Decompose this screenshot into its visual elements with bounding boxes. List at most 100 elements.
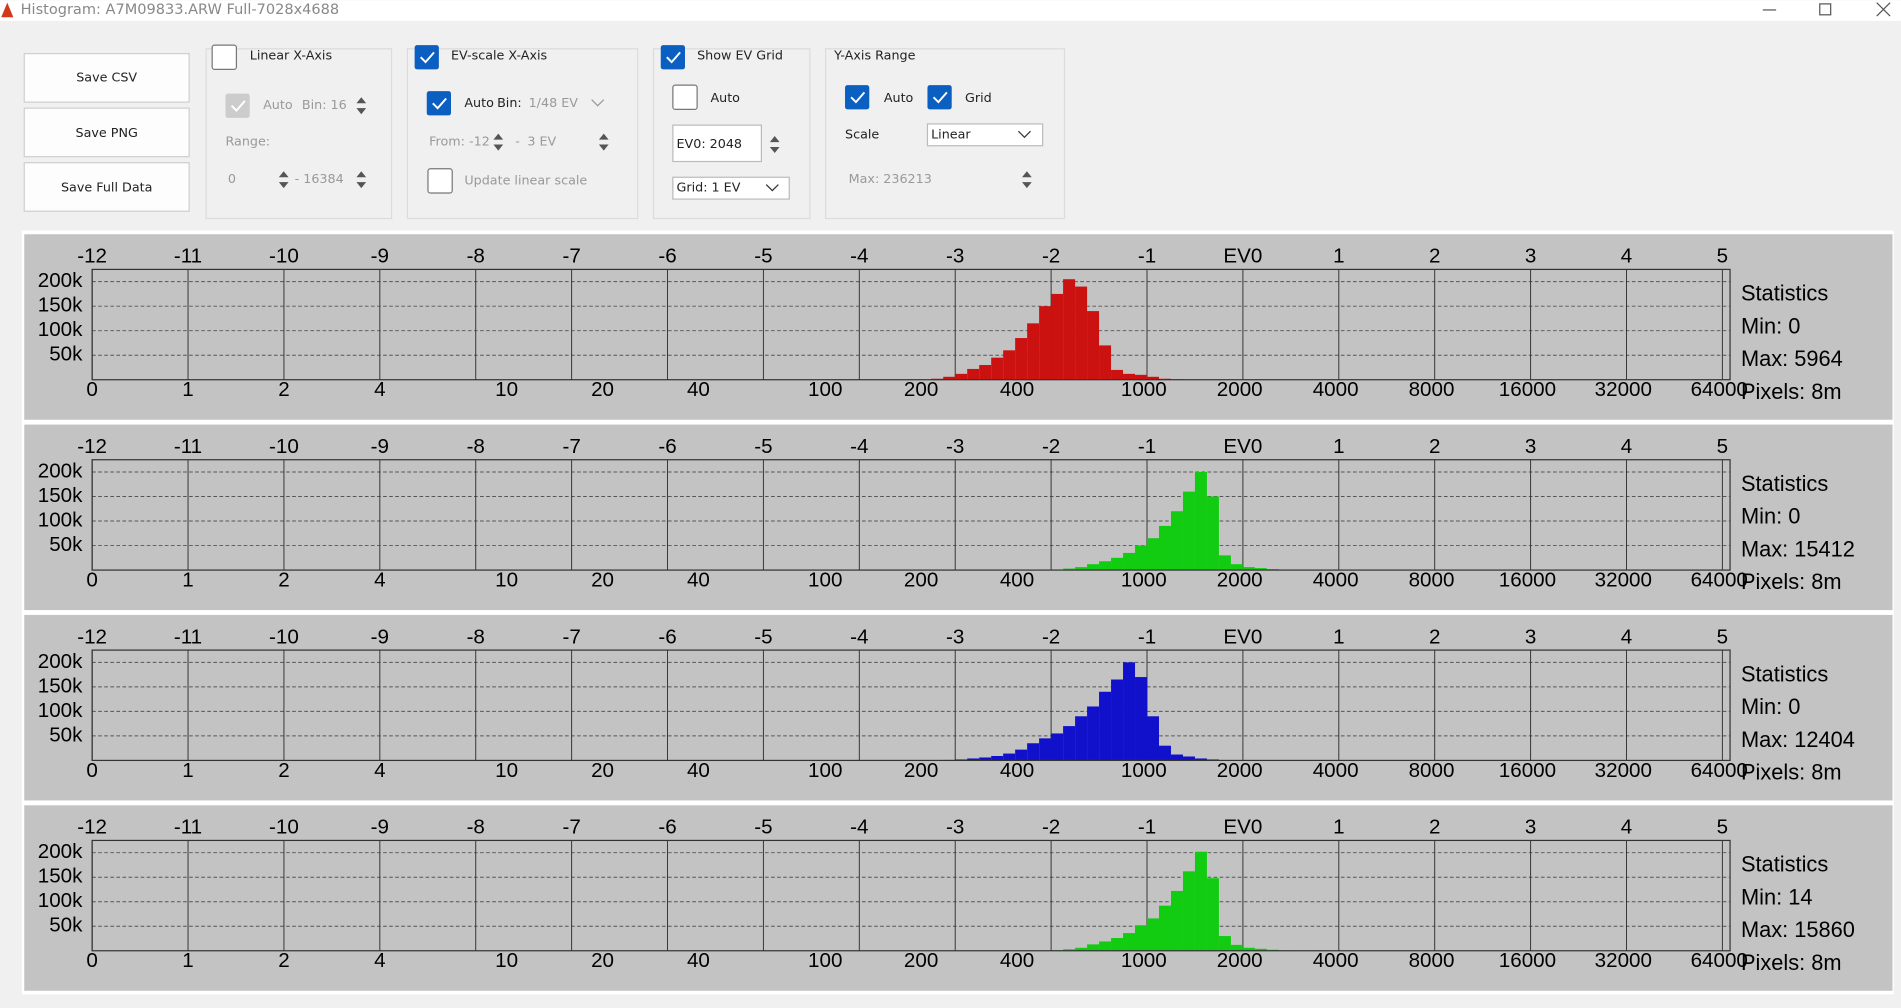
checkbox-label[interactable]: Auto [884,90,914,105]
value-tick-label: 32000 [1595,949,1652,972]
grid-dropdown-value[interactable]: Grid: 1 EV [677,180,741,195]
histogram-bar [1099,345,1112,380]
dropdown-arrow[interactable] [1017,130,1031,139]
histogram-bar [1194,851,1207,951]
panel-background [24,614,1893,801]
ev-tick-label: -8 [467,245,485,268]
ev-tick-label: -6 [658,816,676,839]
spin-down[interactable] [278,182,289,189]
save-full-data-button[interactable] [23,162,190,212]
checkbox[interactable] [927,85,952,110]
button-label[interactable]: Save CSV [76,69,137,84]
grid-dropdown[interactable] [672,176,790,200]
value-tick-label: 20 [591,568,614,591]
ev-tick-label: -2 [1042,245,1060,268]
ev-tick-label: 5 [1717,245,1728,268]
value-tick-label: 32000 [1595,568,1652,591]
spin-up[interactable] [356,97,367,104]
checkbox[interactable] [211,44,238,70]
scale-dropdown[interactable] [926,123,1044,147]
histogram-bar [1254,568,1267,571]
spin-down[interactable] [598,144,609,151]
value-tick-label: 32000 [1595,759,1652,782]
value-tick-label: 2000 [1217,568,1263,591]
spin-down[interactable] [769,146,780,154]
ev-tick-label: -6 [658,435,676,458]
save-png-button[interactable] [23,107,190,158]
bin-dropdown-value[interactable]: 1/48 EV [529,95,579,110]
checkbox-label[interactable]: Auto [710,90,740,105]
button-label[interactable]: Save Full Data [61,180,152,195]
ev-tick-label: -3 [946,816,964,839]
checkbox[interactable] [225,93,250,118]
scale-dropdown-value[interactable]: Linear [931,126,971,141]
checkbox[interactable] [414,45,439,70]
ev-tick-label: 2 [1429,245,1440,268]
checkbox[interactable] [660,45,685,70]
value-tick-label: 1 [182,378,193,401]
checkbox-label[interactable]: Auto [464,95,494,110]
histogram-bar [1003,350,1016,380]
value-tick-label: 8000 [1409,568,1455,591]
value-tick-label: 10 [495,378,518,401]
spin-up[interactable] [769,136,780,143]
spin-down[interactable] [493,144,504,151]
statistics-text: Max: 15412 [1741,536,1855,561]
value-tick-label: 4 [374,568,385,591]
checkbox-label[interactable]: Update linear scale [464,172,587,187]
value-tick-label: 2 [278,759,289,782]
histogram-bar [1135,374,1148,380]
checkbox[interactable] [427,168,453,194]
histogram-bar [1075,567,1088,571]
spin-up[interactable] [356,171,367,178]
histogram-bar [955,373,968,380]
dropdown-arrow[interactable] [765,184,779,192]
value-tick-label: 16000 [1499,568,1556,591]
plot-border [91,649,1731,762]
plot-border [91,459,1731,571]
checkbox-label[interactable]: Show EV Grid [697,48,783,63]
window-title: Histogram: A7M09833.ARW Full-7028x4688 [21,2,340,18]
spin-up[interactable] [278,171,289,178]
spin-down[interactable] [356,182,367,189]
spin-up[interactable] [1022,171,1032,178]
spin-down[interactable] [356,108,367,115]
checkbox-label[interactable]: Grid [965,90,992,105]
statistics-text: Statistics [1741,852,1828,877]
button-label[interactable]: Save PNG [76,125,138,140]
histogram-bar [1099,691,1112,761]
histogram-bar [1063,949,1076,951]
checkbox[interactable] [672,84,698,110]
checkbox[interactable] [426,91,452,116]
histogram-bar [1147,376,1159,380]
field-label: Range: [226,134,271,149]
ev-tick-label: -10 [269,816,299,839]
ev-tick-label: -7 [562,625,580,648]
group-box [825,48,1066,220]
restore-button[interactable] [1819,3,1832,16]
spin-down[interactable] [1022,182,1032,189]
histogram-bar [1015,749,1028,761]
value-tick-label: 16000 [1499,378,1556,401]
histogram-bar [1111,679,1124,761]
histogram-bar [1194,758,1207,761]
dropdown-arrow[interactable] [591,99,605,107]
ev-tick-label: -6 [658,625,676,648]
title-bar [0,0,1901,21]
ev0-value[interactable]: EV0: 2048 [677,136,743,151]
ev-tick-label: -3 [946,245,964,268]
checkbox-label[interactable]: EV-scale X-Axis [451,48,547,63]
ev-tick-label: -3 [946,625,964,648]
spin-up[interactable] [598,133,609,140]
checkbox-label[interactable]: Linear X-Axis [250,48,332,63]
close-button[interactable] [1876,2,1891,17]
ev-tick-label: -7 [562,245,580,268]
ev-tick-label: 3 [1525,625,1536,648]
checkbox-label: Auto [263,97,293,112]
checkbox[interactable] [845,85,870,110]
save-csv-button[interactable] [23,52,190,103]
histogram-bar [967,368,980,380]
spin-up[interactable] [493,133,504,140]
histogram-bar [967,758,980,761]
ev0-input[interactable] [672,124,762,163]
